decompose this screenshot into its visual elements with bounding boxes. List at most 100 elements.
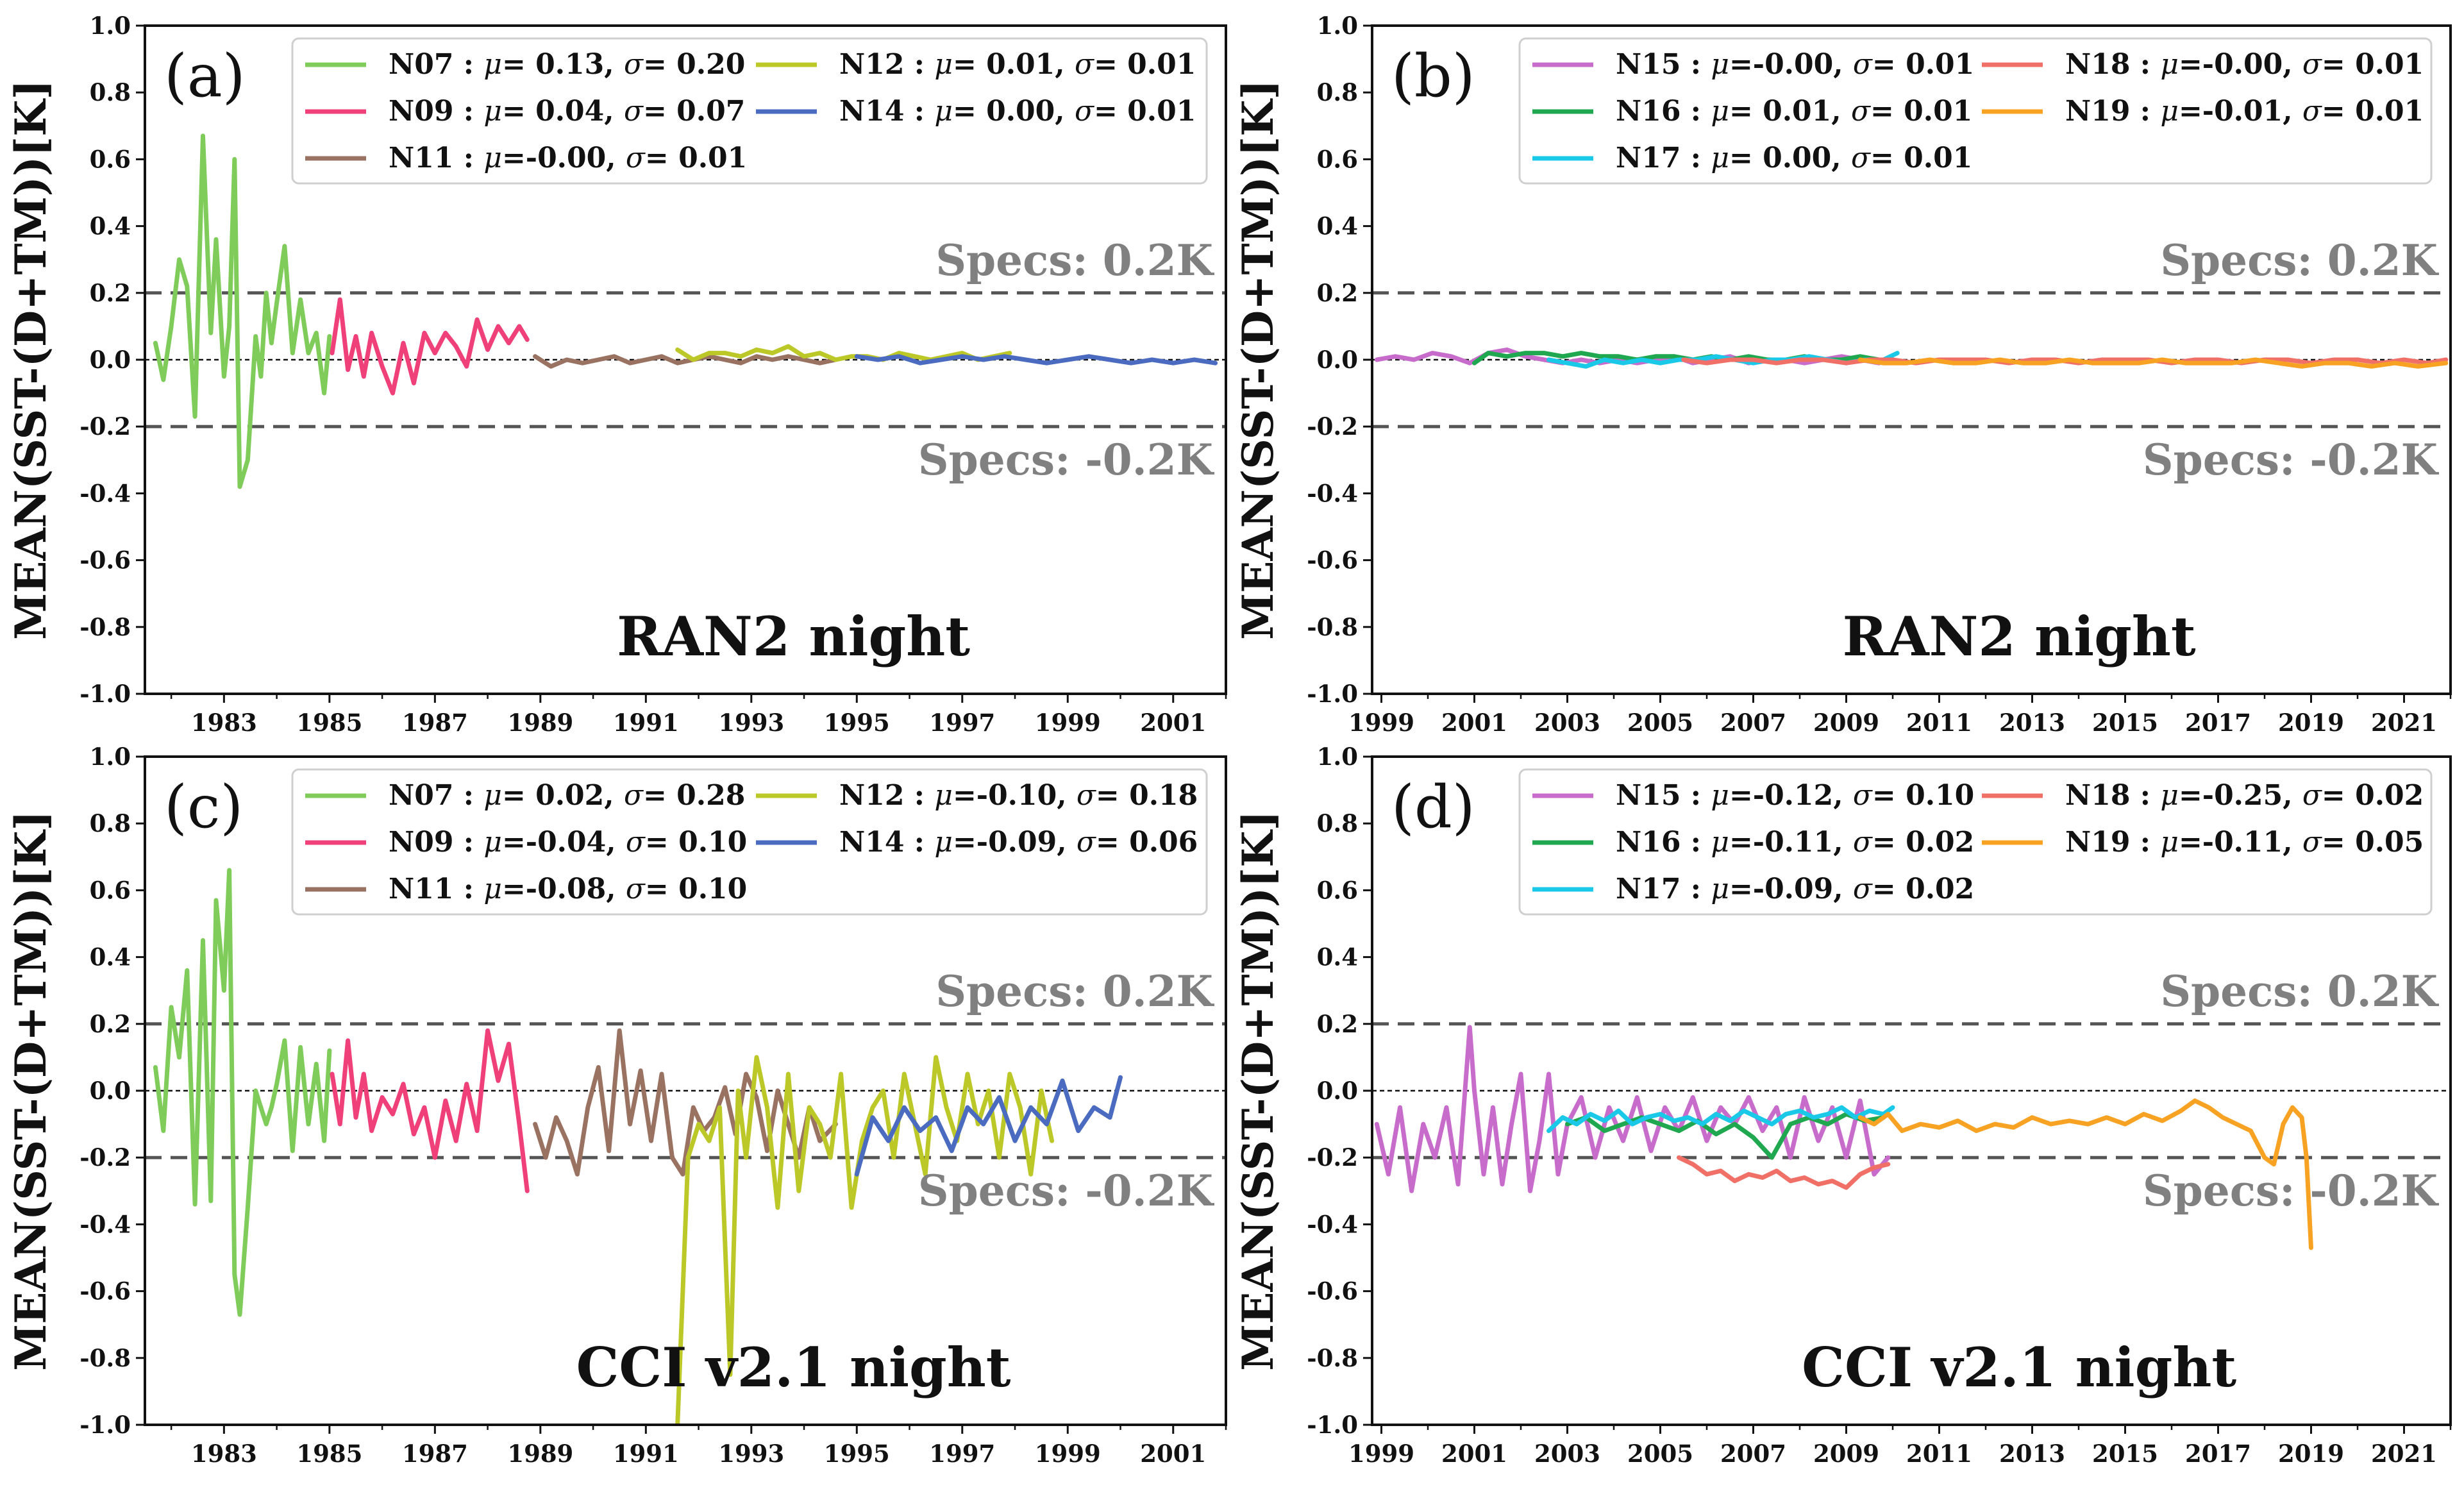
y-tick-label: -0.6 <box>1307 1277 1358 1306</box>
y-tick-label: -0.6 <box>80 546 131 575</box>
x-tick-label: 1987 <box>402 709 468 737</box>
y-tick-label: 0.2 <box>1317 279 1358 307</box>
panel-letter: (a) <box>164 42 246 110</box>
series-group <box>153 133 1218 489</box>
x-tick-label: 2001 <box>1441 1440 1507 1468</box>
y-axis-label: MEAN(SST-(D+TM))[K] <box>6 811 56 1371</box>
y-tick-label: 1.0 <box>1317 743 1358 771</box>
legend: N15 : μ=-0.00, σ= 0.01 N16 : μ= 0.01, σ= … <box>1518 37 2433 185</box>
legend: N07 : μ= 0.13, σ= 0.20 N09 : μ= 0.04, σ= … <box>291 37 1208 185</box>
series-line-N09 <box>330 297 530 396</box>
y-axis-label: MEAN(SST-(D+TM))[K] <box>6 80 56 640</box>
x-tick-label: 1987 <box>402 1440 468 1468</box>
y-axis-label: MEAN(SST-(D+TM))[K] <box>1233 811 1283 1371</box>
x-tick-label: 1999 <box>1348 1440 1414 1468</box>
legend-entry-N16: N16 : μ=-0.11, σ= 0.02 <box>1616 826 1974 859</box>
x-tick-label: 2021 <box>2371 709 2437 737</box>
legend-entry-N17: N17 : μ=-0.09, σ= 0.02 <box>1616 873 1974 905</box>
y-tick-label: 1.0 <box>90 743 131 771</box>
y-tick-label: -0.8 <box>80 613 131 641</box>
legend-entry-N15: N15 : μ=-0.00, σ= 0.01 <box>1616 48 1974 81</box>
y-tick-label: 0.0 <box>90 346 131 374</box>
y-tick-label: 0.4 <box>90 212 131 240</box>
legend: N15 : μ=-0.12, σ= 0.10 N16 : μ=-0.11, σ= … <box>1518 768 2433 916</box>
panel-letter: (b) <box>1391 42 1475 110</box>
y-tick-label: 0.0 <box>1317 1077 1358 1105</box>
x-tick-label: 1995 <box>824 709 890 737</box>
x-tick-label: 2013 <box>1999 1440 2065 1468</box>
specs-lower-label: Specs: -0.2K <box>2143 1166 2440 1216</box>
y-axis-label: MEAN(SST-(D+TM))[K] <box>1233 80 1283 640</box>
y-tick-label: -0.4 <box>1307 1210 1358 1238</box>
series-group <box>153 868 1123 1425</box>
y-tick-label: 0.4 <box>1317 212 1358 240</box>
legend-entry-N07: N07 : μ= 0.13, σ= 0.20 <box>389 48 745 81</box>
x-tick-label: 2005 <box>1627 1440 1693 1468</box>
legend-box <box>291 37 1208 185</box>
x-tick-label: 2009 <box>1813 1440 1879 1468</box>
panel-d: 1.0 0.8 0.6 0.4 0.2 0.0 -0.2 -0.4 -0.6 -0.8 -1.019… <box>1233 743 2452 1468</box>
y-tick-label: -0.2 <box>80 1143 131 1172</box>
series-line-N16 <box>1565 1112 1886 1160</box>
y-tick-label: 0.8 <box>90 78 131 106</box>
series-line-N19 <box>1857 1098 2313 1250</box>
legend-entry-N07: N07 : μ= 0.02, σ= 0.28 <box>389 779 745 812</box>
series-line-N15 <box>1374 1025 1891 1193</box>
y-tick-label: -0.4 <box>80 479 131 507</box>
legend-entry-N15: N15 : μ=-0.12, σ= 0.10 <box>1616 779 1974 812</box>
panel-b: 1.0 0.8 0.6 0.4 0.2 0.0 -0.2 -0.4 -0.6 -0.8 -1.019… <box>1233 12 2452 737</box>
y-tick-label: 1.0 <box>1317 12 1358 40</box>
series-group <box>1374 1025 2313 1250</box>
panel-a: 1.0 0.8 0.6 0.4 0.2 0.0 -0.2 -0.4 -0.6 -0.8 -1.0 19… <box>6 12 1227 737</box>
specs-upper-label: Specs: 0.2K <box>935 966 1214 1016</box>
legend-entry-N11: N11 : μ=-0.08, σ= 0.10 <box>389 873 747 905</box>
panel-title: RAN2 night <box>1843 605 2196 668</box>
legend-box <box>1518 768 2433 916</box>
y-tick-label: -1.0 <box>80 680 131 708</box>
y-tick-label: -0.8 <box>80 1344 131 1372</box>
y-tick-label: 0.6 <box>90 145 131 173</box>
x-tick-label: 1985 <box>296 1440 362 1468</box>
x-tick-label: 1989 <box>507 709 573 737</box>
x-tick-label: 2013 <box>1999 709 2065 737</box>
panel-title: RAN2 night <box>617 605 970 668</box>
series-line-N09 <box>330 1028 530 1193</box>
legend-entry-N16: N16 : μ= 0.01, σ= 0.01 <box>1616 95 1972 128</box>
y-tick-label: 0.8 <box>1317 809 1358 837</box>
specs-lower-label: Specs: -0.2K <box>918 435 1215 485</box>
x-tick-label: 1991 <box>613 1440 679 1468</box>
x-tick-label: 1997 <box>929 709 995 737</box>
y-tick-label: -0.2 <box>80 412 131 441</box>
x-tick-label: 2011 <box>1906 709 1972 737</box>
series-line-N14 <box>854 354 1218 365</box>
series-line-N18 <box>1677 1155 1891 1190</box>
y-tick-label: -1.0 <box>1307 680 1358 708</box>
y-tick-label: 0.0 <box>1317 346 1358 374</box>
legend-entry-N11: N11 : μ=-0.00, σ= 0.01 <box>389 142 747 174</box>
y-tick-label: -0.8 <box>1307 1344 1358 1372</box>
y-tick-label: 0.6 <box>90 876 131 904</box>
y-tick-label: -0.2 <box>1307 1143 1358 1172</box>
legend-entry-N12: N12 : μ=-0.10, σ= 0.18 <box>839 779 1198 812</box>
x-tick-label: 2017 <box>2185 709 2251 737</box>
specs-upper-label: Specs: 0.2K <box>2160 966 2439 1016</box>
legend-entry-N09: N09 : μ= 0.04, σ= 0.07 <box>389 95 745 128</box>
series-line-N12 <box>675 344 1012 362</box>
y-tick-label: 0.6 <box>1317 876 1358 904</box>
x-tick-label: 1985 <box>296 709 362 737</box>
series-line-N14 <box>854 1075 1123 1177</box>
x-tick-label: 1989 <box>507 1440 573 1468</box>
series-line-N12 <box>675 1055 1055 1425</box>
panel-c: 1.0 0.8 0.6 0.4 0.2 0.0 -0.2 -0.4 -0.6 -0.8 -1.0 19… <box>6 743 1227 1468</box>
y-tick-label: -0.4 <box>80 1210 131 1238</box>
x-tick-label: 2009 <box>1813 709 1879 737</box>
y-tick-label: 0.8 <box>1317 78 1358 106</box>
y-tick-label: -1.0 <box>1307 1411 1358 1439</box>
series-line-N17 <box>1546 1105 1895 1133</box>
legend-entry-N18: N18 : μ=-0.00, σ= 0.01 <box>2065 48 2424 81</box>
panel-title: CCI v2.1 night <box>1802 1336 2236 1399</box>
legend-box <box>1518 37 2433 185</box>
y-tick-label: -0.4 <box>1307 479 1358 507</box>
y-tick-label: 0.6 <box>1317 145 1358 173</box>
y-tick-label: 0.8 <box>90 809 131 837</box>
